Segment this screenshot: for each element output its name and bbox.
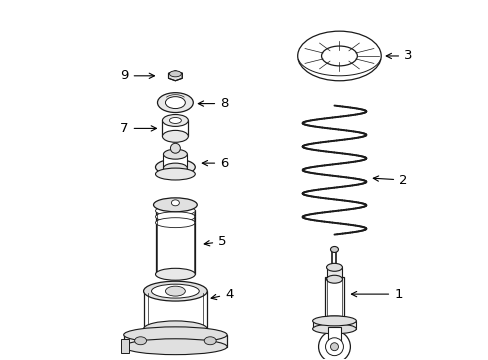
- Ellipse shape: [325, 338, 343, 356]
- Ellipse shape: [163, 163, 187, 173]
- Ellipse shape: [171, 200, 179, 206]
- Text: 7: 7: [120, 122, 156, 135]
- Ellipse shape: [162, 130, 188, 142]
- Ellipse shape: [326, 275, 342, 283]
- Bar: [123, 335, 226, 347]
- Ellipse shape: [143, 321, 207, 337]
- Ellipse shape: [170, 143, 180, 153]
- Ellipse shape: [155, 200, 195, 210]
- Ellipse shape: [143, 281, 207, 301]
- Polygon shape: [168, 71, 182, 81]
- Ellipse shape: [155, 268, 195, 280]
- Ellipse shape: [312, 324, 356, 334]
- Text: 1: 1: [351, 288, 402, 301]
- Ellipse shape: [318, 331, 350, 360]
- Ellipse shape: [162, 114, 188, 126]
- Bar: [327, 327, 341, 342]
- Ellipse shape: [155, 218, 195, 228]
- Bar: [155, 210, 195, 274]
- Ellipse shape: [320, 321, 347, 327]
- Ellipse shape: [155, 159, 195, 175]
- Bar: [312, 321, 356, 329]
- Ellipse shape: [165, 286, 185, 296]
- Text: 8: 8: [198, 97, 228, 110]
- Bar: [121, 339, 128, 353]
- Ellipse shape: [169, 117, 181, 123]
- Ellipse shape: [165, 96, 185, 109]
- Ellipse shape: [330, 247, 338, 252]
- Ellipse shape: [326, 264, 342, 271]
- Ellipse shape: [169, 71, 181, 77]
- Bar: [143, 291, 207, 329]
- Ellipse shape: [204, 337, 216, 345]
- Ellipse shape: [330, 343, 338, 351]
- Ellipse shape: [163, 149, 187, 159]
- Bar: [162, 121, 188, 136]
- Text: 4: 4: [211, 288, 233, 301]
- Ellipse shape: [320, 316, 347, 322]
- Text: 5: 5: [204, 235, 226, 248]
- Text: 3: 3: [386, 49, 412, 63]
- Ellipse shape: [297, 31, 381, 81]
- Ellipse shape: [153, 198, 197, 212]
- Ellipse shape: [320, 326, 347, 332]
- Ellipse shape: [321, 46, 357, 66]
- Ellipse shape: [123, 327, 226, 343]
- Bar: [163, 154, 187, 168]
- Ellipse shape: [157, 93, 193, 113]
- Ellipse shape: [134, 337, 146, 345]
- Ellipse shape: [155, 206, 195, 216]
- Bar: [326, 267, 342, 279]
- Text: 6: 6: [202, 157, 228, 170]
- Text: 9: 9: [120, 69, 154, 82]
- Ellipse shape: [155, 212, 195, 222]
- Ellipse shape: [312, 316, 356, 326]
- Ellipse shape: [155, 168, 195, 180]
- Bar: [324, 277, 344, 322]
- Text: 2: 2: [372, 174, 407, 186]
- Ellipse shape: [151, 284, 199, 298]
- Ellipse shape: [123, 339, 226, 355]
